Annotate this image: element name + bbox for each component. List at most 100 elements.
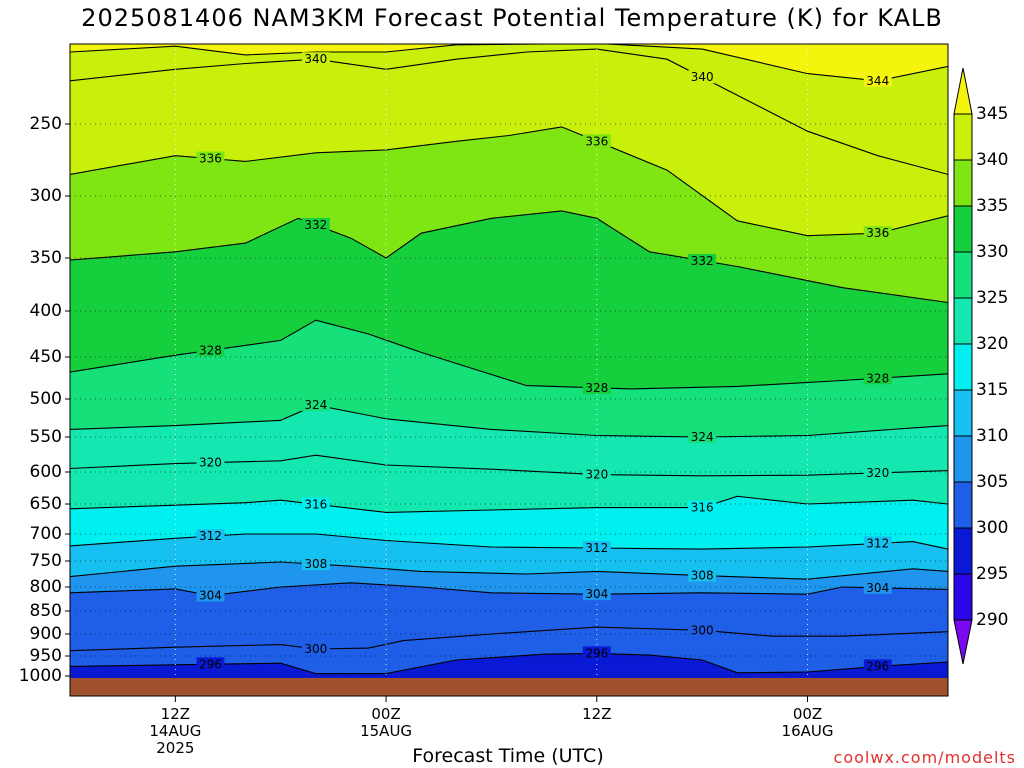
contour-label-bg [301, 557, 330, 571]
colorbar-segment [953, 251, 973, 299]
contour-label-340: 340 [304, 52, 327, 66]
contour-label-bg [196, 343, 225, 357]
contour-label-312: 312 [585, 541, 608, 555]
colorbar-label: 330 [976, 242, 1009, 262]
contour-line-316 [70, 495, 948, 513]
plot-frame [69, 43, 949, 697]
colorbar-segment [953, 481, 973, 529]
contour-label-324: 324 [304, 398, 327, 412]
x-tick-label: 16AUG [781, 722, 834, 740]
contour-label-344: 344 [866, 74, 889, 88]
contour-label-bg [196, 529, 225, 543]
contour-label-312: 312 [866, 536, 889, 550]
colorbar-label: 340 [976, 150, 1009, 170]
x-tick-label: 12Z [160, 705, 191, 723]
contour-label-bg [863, 659, 892, 673]
contour-label-bg [863, 226, 892, 240]
contour-label-bg [196, 588, 225, 602]
contour-label-320: 320 [199, 456, 222, 470]
y-tick-label: 250 [29, 114, 62, 134]
y-tick-label: 800 [29, 577, 62, 597]
contour-label-300: 300 [304, 642, 327, 656]
contour-label-296: 296 [585, 646, 608, 660]
contour-label-316: 316 [304, 497, 327, 511]
colorbar-segment [953, 297, 973, 345]
colorbar-segment [953, 159, 973, 207]
colorbar-segment [953, 389, 973, 437]
contour-label-296: 296 [199, 657, 222, 671]
contour-label-332: 332 [691, 254, 714, 268]
contour-label-328: 328 [199, 343, 222, 357]
contour-label-bg [688, 568, 717, 582]
contour-label-bg [582, 587, 611, 601]
contour-label-304: 304 [199, 589, 222, 603]
contour-label-336: 336 [199, 152, 222, 166]
colorbar-segment [953, 343, 973, 391]
contour-label-bg [301, 398, 330, 412]
contour-line-300 [70, 626, 948, 652]
colorbar-segment [953, 435, 973, 483]
colorbar-segment [953, 573, 973, 621]
x-tick-label: 12Z [582, 705, 612, 723]
y-tick-label: 850 [29, 601, 62, 621]
x-tick-label: 00Z [371, 705, 401, 723]
contour-label-bg [196, 455, 225, 469]
colorbar-bottom-arrow [953, 619, 973, 665]
brand-watermark: coolwx.com/modelts [833, 748, 1016, 767]
contour-line-332 [70, 210, 948, 304]
y-tick-label: 600 [29, 462, 62, 482]
y-tick-label: 950 [29, 646, 62, 666]
x-axis-title: Forecast Time (UTC) [412, 745, 604, 767]
y-tick-label: 400 [29, 301, 62, 321]
contour-line-320 [70, 454, 948, 477]
contour-label-bg [196, 151, 225, 165]
x-tick-label: 2025 [156, 739, 195, 757]
contour-label-304: 304 [585, 587, 608, 601]
contour-label-bg [301, 497, 330, 511]
colorbar-label: 310 [976, 426, 1009, 446]
contour-label-bg [863, 580, 892, 594]
colorbar-top-arrow [953, 67, 973, 115]
colorbar-segment [953, 205, 973, 253]
grid-lines [70, 44, 948, 678]
contour-label-320: 320 [585, 468, 608, 482]
colorbar-label: 315 [976, 380, 1009, 400]
x-tick-label: 14AUG [149, 722, 202, 740]
y-tick-label: 650 [29, 494, 62, 514]
axis-ticks [65, 123, 809, 702]
contour-label-bg [688, 253, 717, 267]
contour-line-324 [70, 404, 948, 438]
contour-line-336 [70, 126, 948, 237]
contour-label-bg [863, 465, 892, 479]
contour-label-bg [863, 371, 892, 385]
contour-label-bg [301, 52, 330, 66]
contour-label-312: 312 [199, 529, 222, 543]
colorbar-label: 325 [976, 288, 1009, 308]
contour-label-332: 332 [304, 218, 327, 232]
contour-label-300: 300 [691, 623, 714, 637]
y-tick-label: 450 [29, 347, 62, 367]
y-tick-label: 750 [29, 551, 62, 571]
contour-label-308: 308 [691, 569, 714, 583]
contour-label-bg [582, 646, 611, 660]
y-tick-label: 1000 [18, 666, 62, 686]
colorbar-label: 335 [976, 196, 1009, 216]
contour-label-bg [301, 641, 330, 655]
contour-label-bg [688, 500, 717, 514]
y-tick-label: 900 [29, 624, 62, 644]
x-tick-label: 15AUG [360, 722, 413, 740]
contour-label-bg [688, 430, 717, 443]
contour-label-304: 304 [866, 581, 889, 595]
contour-label-328: 328 [866, 371, 889, 385]
y-tick-label: 300 [29, 186, 62, 206]
contour-label-320: 320 [866, 466, 889, 480]
contour-label-308: 308 [304, 557, 327, 571]
colorbar-segment [953, 527, 973, 575]
contour-label-bg [582, 380, 611, 394]
contour-label-bg [688, 70, 717, 84]
contour-label-336: 336 [866, 226, 889, 240]
y-tick-label: 350 [29, 248, 62, 268]
contour-line-340 [70, 48, 948, 175]
